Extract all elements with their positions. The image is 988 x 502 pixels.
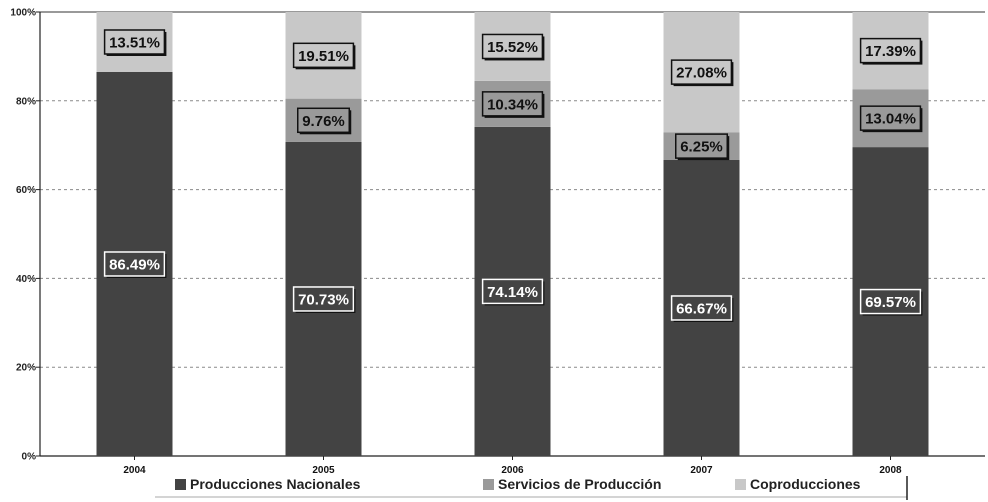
y-tick-label: 60% xyxy=(16,185,36,196)
data-label: 10.34% xyxy=(487,96,538,113)
x-tick-label: 2005 xyxy=(312,465,335,476)
data-labels: 86.49% 13.51% 70.73% 9.76% 19.51% 74.14% 10.34… xyxy=(103,29,923,322)
y-tick-label: 100% xyxy=(10,8,36,19)
y-tick-label: 20% xyxy=(16,363,36,374)
data-label-box xyxy=(103,29,166,55)
x-tick-label: 2007 xyxy=(690,465,713,476)
data-label-box xyxy=(481,33,544,60)
data-label: 70.73% xyxy=(298,291,349,308)
data-label: 15.52% xyxy=(487,39,538,56)
legend-swatch xyxy=(483,479,494,490)
data-label-box xyxy=(670,59,733,85)
data-label-box xyxy=(859,37,922,64)
data-label: 6.25% xyxy=(680,139,723,156)
data-label-box xyxy=(292,42,355,69)
data-label: 86.49% xyxy=(109,256,160,273)
data-label: 9.76% xyxy=(302,113,345,130)
data-label-box xyxy=(859,288,922,315)
legend-swatch xyxy=(175,479,186,490)
data-label-box xyxy=(859,105,922,131)
legend-swatch xyxy=(735,479,746,490)
data-label-box xyxy=(297,107,350,134)
data-label-box xyxy=(675,133,728,159)
data-label-box xyxy=(670,295,733,321)
x-tick-label: 2004 xyxy=(123,465,146,476)
x-tick-label: 2006 xyxy=(501,465,524,476)
data-label: 13.04% xyxy=(865,111,916,128)
legend: Producciones Nacionales Servicios de Prod… xyxy=(155,476,908,500)
y-tick-label: 0% xyxy=(22,452,37,463)
data-label-box xyxy=(481,278,544,305)
data-label: 74.14% xyxy=(487,284,538,301)
data-label-box xyxy=(292,286,355,312)
data-label: 19.51% xyxy=(298,48,349,65)
legend-entry: Coproducciones xyxy=(750,476,861,492)
data-label-box xyxy=(103,251,166,277)
legend-entry: Servicios de Producción xyxy=(498,476,661,492)
data-label: 66.67% xyxy=(676,300,727,317)
y-tick-label: 40% xyxy=(16,274,36,285)
x-tick-label: 2008 xyxy=(879,465,902,476)
data-label: 69.57% xyxy=(865,294,916,311)
legend-entry: Producciones Nacionales xyxy=(190,476,361,492)
data-label-box xyxy=(481,91,544,117)
y-tick-label: 80% xyxy=(16,96,36,107)
data-label: 17.39% xyxy=(865,43,916,60)
data-label: 27.08% xyxy=(676,65,727,82)
bars xyxy=(96,12,929,457)
data-label: 13.51% xyxy=(109,34,160,51)
